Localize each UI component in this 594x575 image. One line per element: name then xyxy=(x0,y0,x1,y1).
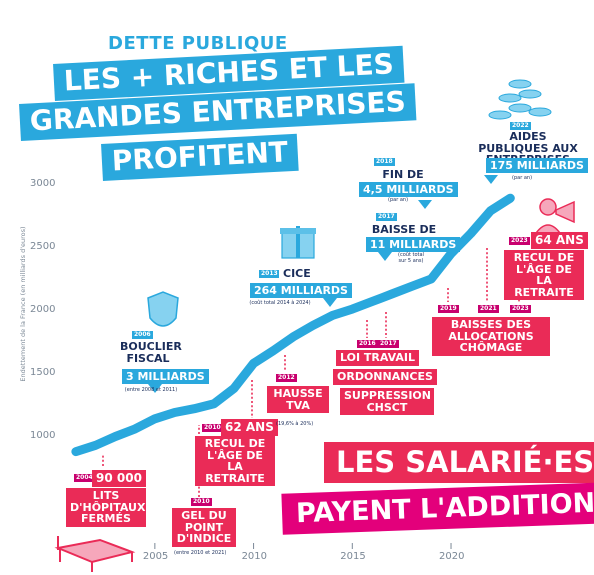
y-tick-label: 2000 xyxy=(30,304,56,316)
event-amount: 264 MILLIARDS xyxy=(250,283,352,298)
data-point xyxy=(75,451,77,453)
event-line-2: ORDONNANCES xyxy=(333,369,437,385)
data-point xyxy=(253,362,255,364)
megaphone-icon xyxy=(532,198,575,237)
x-tick-label: 2010 xyxy=(241,551,268,562)
event-year-2: 2017 xyxy=(378,340,399,348)
event-year: 2022 xyxy=(510,122,531,130)
data-point xyxy=(233,388,235,390)
event-year-2: 2021 xyxy=(478,305,499,313)
pointer-triangle xyxy=(418,200,432,209)
event-amount: 62 ANS xyxy=(221,419,278,436)
data-point xyxy=(174,412,176,414)
event-title: BOUCLIER FISCAL xyxy=(120,340,182,365)
event-year-1: 2016 xyxy=(357,340,378,348)
pointer-triangle xyxy=(323,298,337,307)
data-point xyxy=(351,308,353,310)
event-amount: 3 MILLIARDS xyxy=(122,369,209,384)
axis-ticks xyxy=(154,543,452,549)
event-note: (par an) xyxy=(388,197,409,203)
pointer-triangle xyxy=(378,252,392,261)
event-year-3: 2023 xyxy=(510,305,531,313)
event-title: HAUSSE TVA xyxy=(267,386,329,414)
y-axis-title: Endettement de la France (en milliards d… xyxy=(19,226,27,382)
event-year-1: 2019 xyxy=(438,305,459,313)
data-point xyxy=(312,325,314,327)
event-year: 2017 xyxy=(376,213,397,221)
gift-icon xyxy=(280,226,316,259)
data-point xyxy=(490,210,492,212)
data-point xyxy=(509,197,511,199)
event-title: CICE xyxy=(279,266,315,281)
data-point xyxy=(213,403,215,405)
event-title: LITS D'HÔPITAUX FERMÉS xyxy=(66,488,146,527)
event-note: (entre 2010 et 2021) xyxy=(174,550,227,556)
data-point xyxy=(272,350,274,352)
event-title: RECUL DE L'ÂGE DE LA RETRAITE xyxy=(195,436,275,487)
event-amount: 4,5 MILLIARDS xyxy=(359,182,458,197)
event-title: RECUL DE L'ÂGE DE LA RETRAITE xyxy=(504,250,584,301)
x-tick-label: 2005 xyxy=(142,551,169,562)
hospital-bed-icon xyxy=(54,536,136,572)
data-point xyxy=(450,253,452,255)
event-year: 2006 xyxy=(132,331,153,339)
pointer-triangle xyxy=(148,384,162,393)
data-point xyxy=(292,336,294,338)
data-point xyxy=(332,314,334,316)
y-tick-label: 1000 xyxy=(30,430,56,442)
data-point xyxy=(95,444,97,446)
event-year: 2010 xyxy=(202,424,223,432)
shield-icon xyxy=(147,291,179,327)
event-amount: 175 MILLIARDS xyxy=(486,158,588,173)
event-amount: 64 ANS xyxy=(531,232,588,249)
event-title: GEL DU POINT D'INDICE xyxy=(172,508,236,547)
data-point xyxy=(430,278,432,280)
footer-line-1: LES SALARIÉ·ES xyxy=(324,442,594,483)
event-year: 2004 xyxy=(74,474,95,482)
x-tick-label: 2015 xyxy=(340,551,366,562)
kicker-title: DETTE PUBLIQUE xyxy=(108,33,288,54)
data-point xyxy=(470,232,472,234)
event-year: 2023 xyxy=(509,237,530,245)
event-line-1: LOI TRAVAIL xyxy=(336,350,420,366)
data-point xyxy=(114,435,116,437)
event-amount: 90 000 xyxy=(92,470,146,487)
event-year: 2013 xyxy=(259,270,280,278)
y-tick-label: 2500 xyxy=(30,241,56,253)
x-tick-label: 2020 xyxy=(439,551,465,562)
data-point xyxy=(154,418,156,420)
data-point xyxy=(391,293,393,295)
coins-icon xyxy=(488,79,552,120)
event-year: 2012 xyxy=(276,374,297,382)
event-note: (par an) xyxy=(512,175,533,181)
event-note: (coût total 2014 à 2024) xyxy=(249,300,311,306)
debt-series-points xyxy=(75,197,511,453)
event-amount: 11 MILLIARDS xyxy=(366,237,461,252)
event-year: 2018 xyxy=(374,158,395,166)
data-point xyxy=(193,408,195,410)
y-tick-label: 3000 xyxy=(30,178,56,190)
pointer-triangle xyxy=(484,175,498,184)
y-tick-label: 1500 xyxy=(30,367,56,379)
event-note: (entre 2008 et 2011) xyxy=(124,387,178,393)
event-note: (coût total sur 5 ans) xyxy=(398,252,424,264)
data-point xyxy=(134,428,136,430)
event-year: 2010 xyxy=(191,498,212,506)
event-line-3: SUPPRESSION CHSCT xyxy=(340,388,434,416)
data-point xyxy=(371,301,373,303)
event-note: (19,6% à 20%) xyxy=(276,421,314,427)
event-title: BAISSES DES ALLOCATIONS CHÔMAGE xyxy=(432,317,550,356)
data-point xyxy=(411,285,413,287)
